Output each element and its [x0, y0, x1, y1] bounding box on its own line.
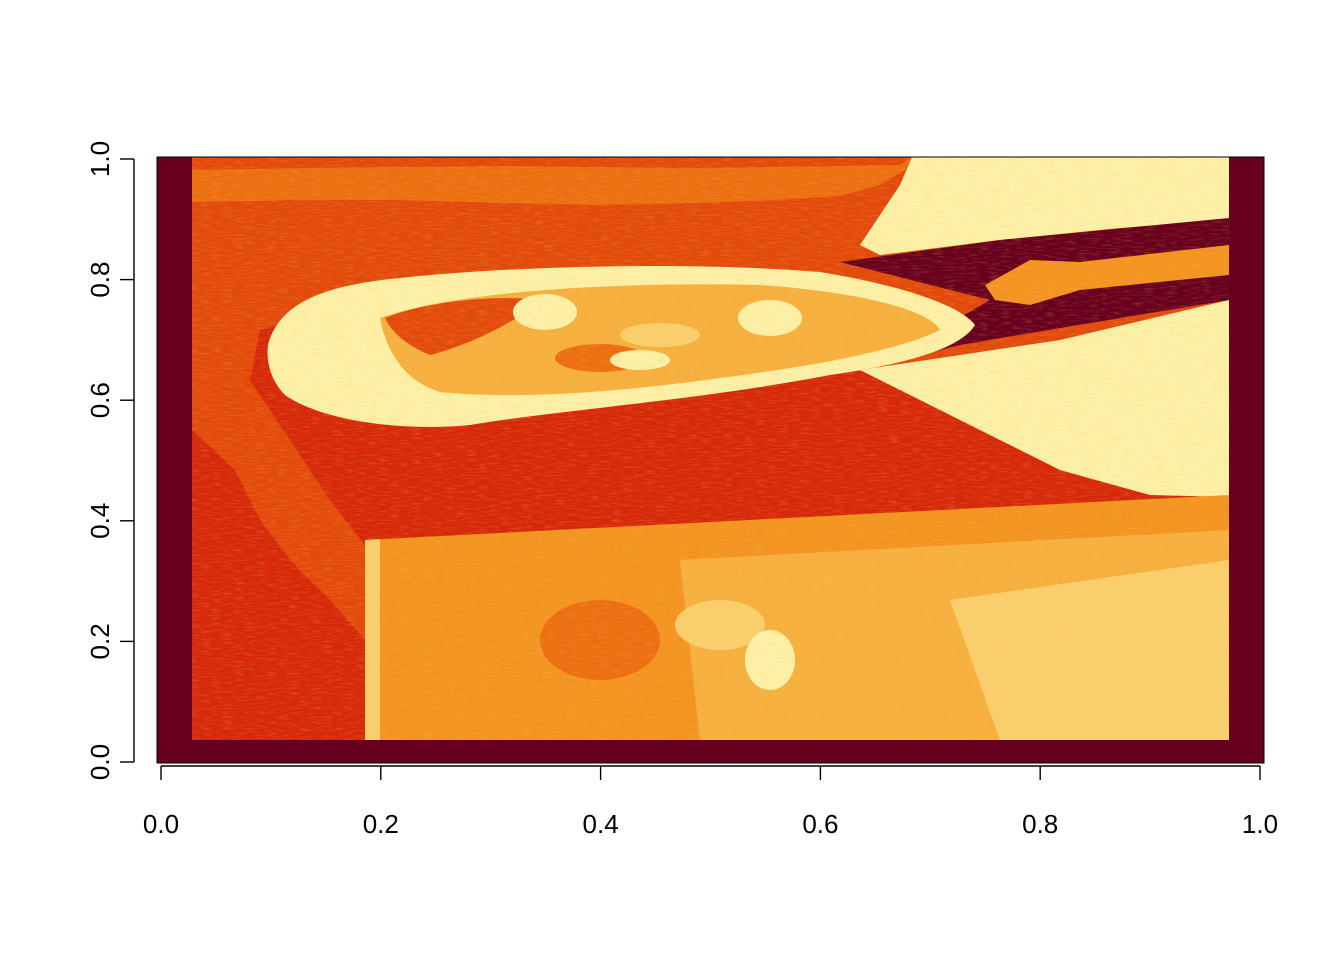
x-tick-label: 0.0 — [143, 809, 179, 839]
x-tick-label: 1.0 — [1242, 809, 1278, 839]
x-tick-label: 0.8 — [1022, 809, 1058, 839]
plot-frame — [156, 156, 1265, 764]
heatmap-image — [157, 157, 1264, 763]
y-tick-label: 0.0 — [85, 744, 115, 780]
border-bottom — [157, 740, 1264, 763]
x-tick-label: 0.4 — [583, 809, 619, 839]
y-tick-label: 0.2 — [85, 623, 115, 659]
x-axis-ticks: 0.0 0.2 0.4 0.6 0.8 1.0 — [143, 766, 1278, 839]
y-tick-label: 0.4 — [85, 503, 115, 539]
y-axis-ticks: 0.0 0.2 0.4 0.6 0.8 1.0 — [85, 141, 134, 780]
y-tick-label: 1.0 — [85, 141, 115, 177]
border-left — [157, 157, 192, 763]
x-tick-label: 0.2 — [363, 809, 399, 839]
y-tick-label: 0.8 — [85, 262, 115, 298]
border-right — [1229, 157, 1264, 763]
y-tick-label: 0.6 — [85, 382, 115, 418]
image-texture — [192, 157, 1229, 740]
x-tick-label: 0.6 — [802, 809, 838, 839]
